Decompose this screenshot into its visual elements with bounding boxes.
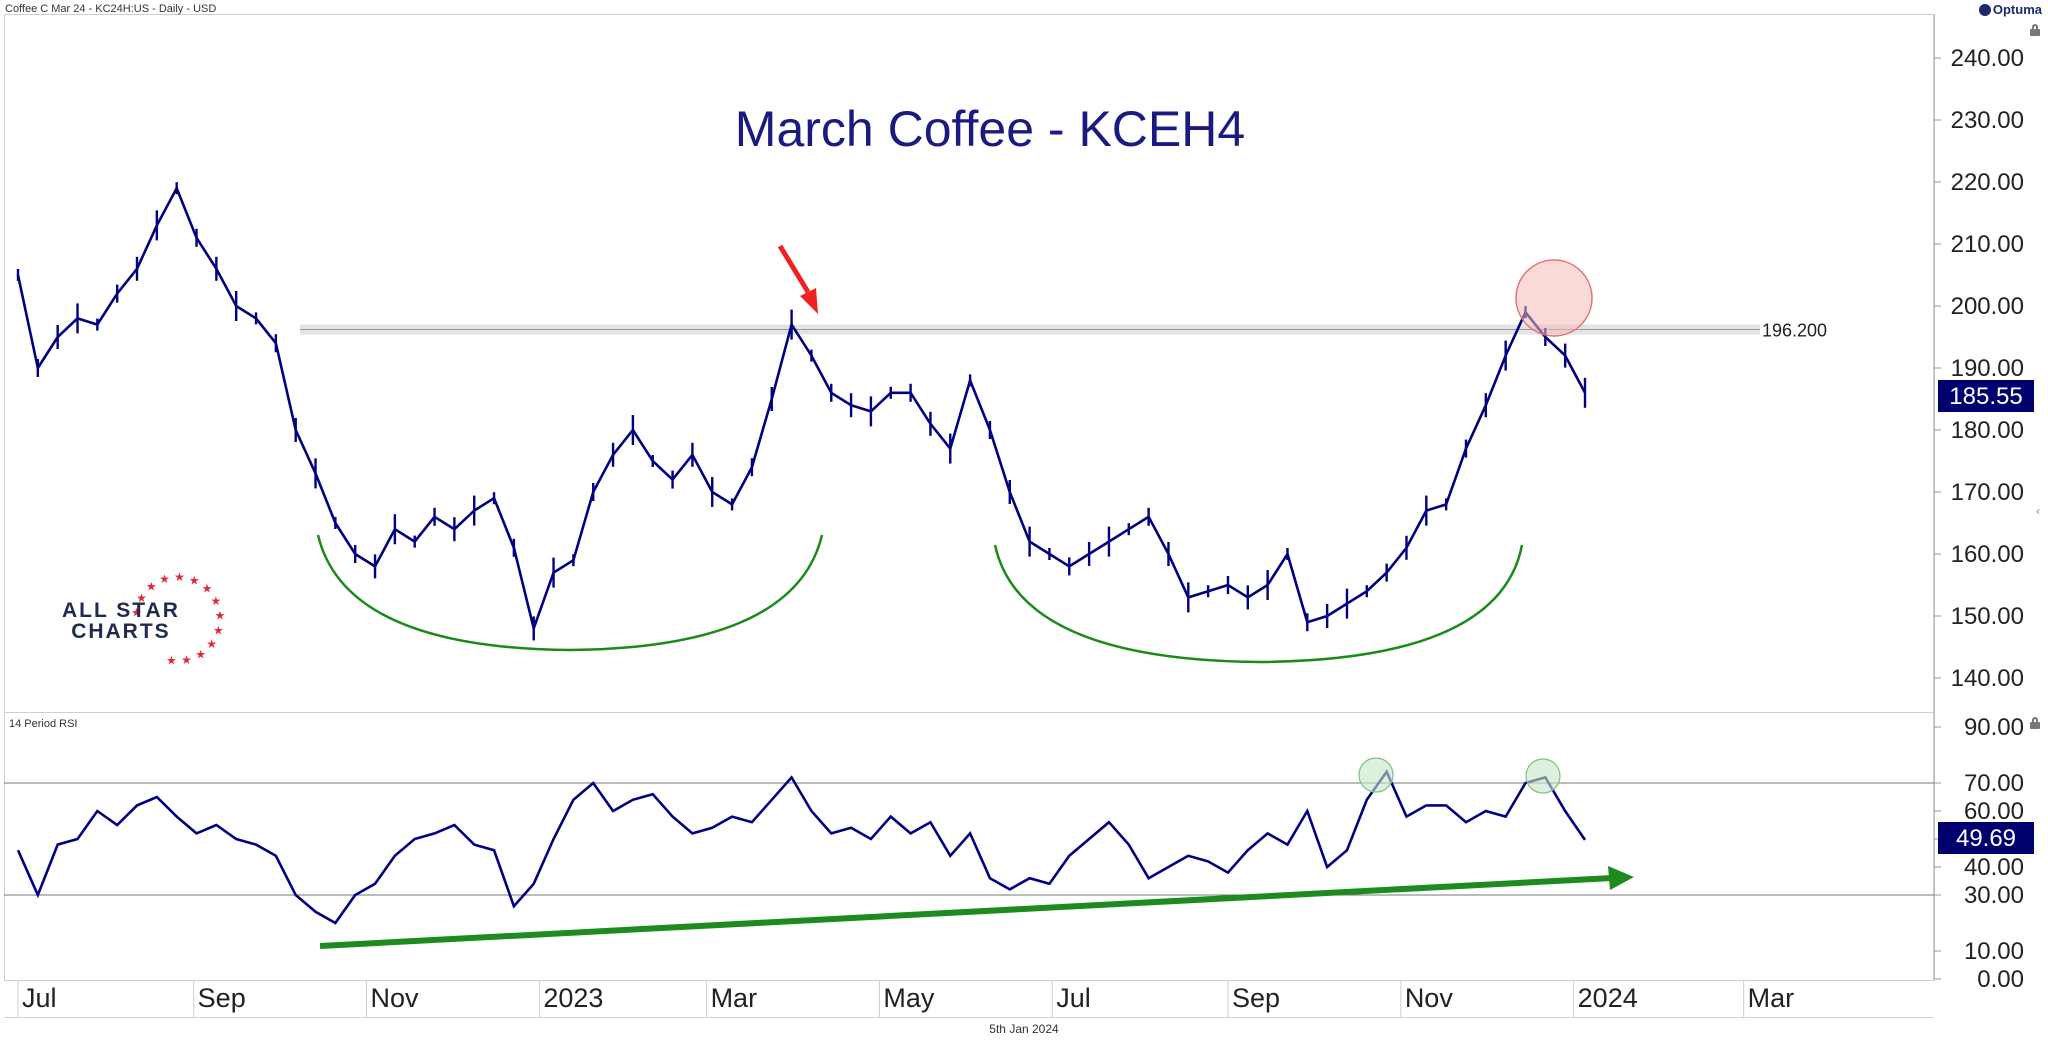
rsi-trend-arrow: [319, 866, 1634, 949]
logo-star: ★: [146, 580, 157, 594]
time-tick-label: 2024: [1578, 983, 1638, 1013]
logo-star: ★: [206, 637, 217, 651]
time-tick-label: Mar: [711, 983, 758, 1013]
lock-icon[interactable]: [2030, 24, 2040, 36]
rsi-series: [16, 769, 1587, 925]
price-tick-label: 140.00: [1951, 665, 2024, 692]
time-tick-label: Mar: [1748, 983, 1795, 1013]
price-tick-label: 210.00: [1951, 231, 2024, 258]
rsi-line: [16, 769, 1587, 925]
time-tick-label: Jul: [1056, 983, 1091, 1013]
price-tick-label: 150.00: [1951, 603, 2024, 630]
time-tick-label: Nov: [1405, 983, 1454, 1013]
price-tick-label: 240.00: [1951, 45, 2024, 72]
price-tick-label: 160.00: [1951, 541, 2024, 568]
resistance-label: 196.200: [1762, 321, 1827, 341]
last-price-value: 185.55: [1949, 383, 2022, 410]
price-tick-label: 200.00: [1951, 293, 2024, 320]
rsi-tick-label: 10.00: [1964, 938, 2024, 965]
price-tick-label: 180.00: [1951, 417, 2024, 444]
logo-line-1: ALL STAR: [62, 599, 180, 622]
collapse-panel-icon[interactable]: ‹: [2036, 504, 2040, 518]
logo-star: ★: [131, 605, 142, 619]
last-rsi-value: 49.69: [1956, 825, 2016, 852]
top-highlight-circle: [1515, 259, 1593, 337]
time-tick-label: Nov: [371, 983, 420, 1013]
price-tick-label: 220.00: [1951, 169, 2024, 196]
logo-star: ★: [166, 653, 177, 667]
logo-star: ★: [159, 572, 170, 586]
chart-title: March Coffee - KCEH4: [735, 101, 1245, 157]
logo-star: ★: [202, 582, 213, 596]
rsi-tick-label: 70.00: [1964, 770, 2024, 797]
price-series: [16, 182, 1587, 641]
logo-star: ★: [189, 573, 200, 587]
lock-icon[interactable]: [2030, 717, 2040, 729]
logo-star: ★: [195, 647, 206, 661]
logo-line-2: CHARTS: [71, 620, 171, 643]
cup-arc-right: [993, 544, 1524, 664]
rsi-panel-title: 14 Period RSI: [9, 718, 77, 730]
logo-star: ★: [174, 570, 185, 584]
rsi-panel-frame: [4, 712, 1934, 981]
rsi-highlight-circle-1: [1358, 757, 1394, 793]
optuma-logo-text: Optuma: [1992, 2, 2042, 17]
price-tick-label: 230.00: [1951, 107, 2024, 134]
rsi-tick-label: 90.00: [1964, 714, 2024, 741]
star-ring-logo: ★★★★ ★ ★★★★★★★★★: [131, 570, 225, 667]
time-tick-label: Sep: [1232, 983, 1280, 1013]
price-axis: 240.00 230.00 220.00 210.00 200.00 190.00 180.…: [1934, 45, 2024, 692]
logo-star: ★: [210, 594, 221, 608]
logo-star: ★: [181, 653, 192, 667]
footer-date: 5th Jan 2024: [989, 1022, 1059, 1036]
red-arrow-marker: [777, 244, 818, 314]
time-axis: Jul Sep Nov 2023 Mar May Jul Sep Nov 2024 Mar: [17, 980, 1795, 1017]
time-tick-label: Sep: [198, 983, 246, 1013]
price-line: [16, 185, 1587, 633]
last-price-box: [1938, 380, 2034, 412]
time-tick-label: May: [883, 983, 935, 1013]
optuma-logo: Optuma: [1978, 2, 2042, 17]
price-tick-label: 190.00: [1951, 355, 2024, 382]
last-rsi-box: [1938, 822, 2034, 854]
rsi-tick-label: 30.00: [1964, 882, 2024, 909]
cup-arc-left: [316, 534, 824, 652]
logo-star: ★: [214, 608, 225, 622]
logo-star: ★: [136, 591, 147, 605]
price-tick-label: 170.00: [1951, 479, 2024, 506]
logo-star: ★: [213, 624, 224, 638]
rsi-tick-label: 0.00: [1977, 966, 2024, 993]
symbol-info: Coffee C Mar 24 - KC24H:US - Daily - USD: [5, 3, 217, 15]
rsi-highlight-circle-2: [1525, 758, 1561, 794]
all-star-charts-logo: ALL STAR CHARTS: [62, 600, 180, 642]
time-tick-label: Jul: [22, 983, 57, 1013]
rsi-tick-label: 60.00: [1964, 798, 2024, 825]
time-tick-label: 2023: [543, 983, 603, 1013]
optuma-logo-icon: [1978, 4, 1991, 16]
rsi-tick-label: 40.00: [1964, 854, 2024, 881]
